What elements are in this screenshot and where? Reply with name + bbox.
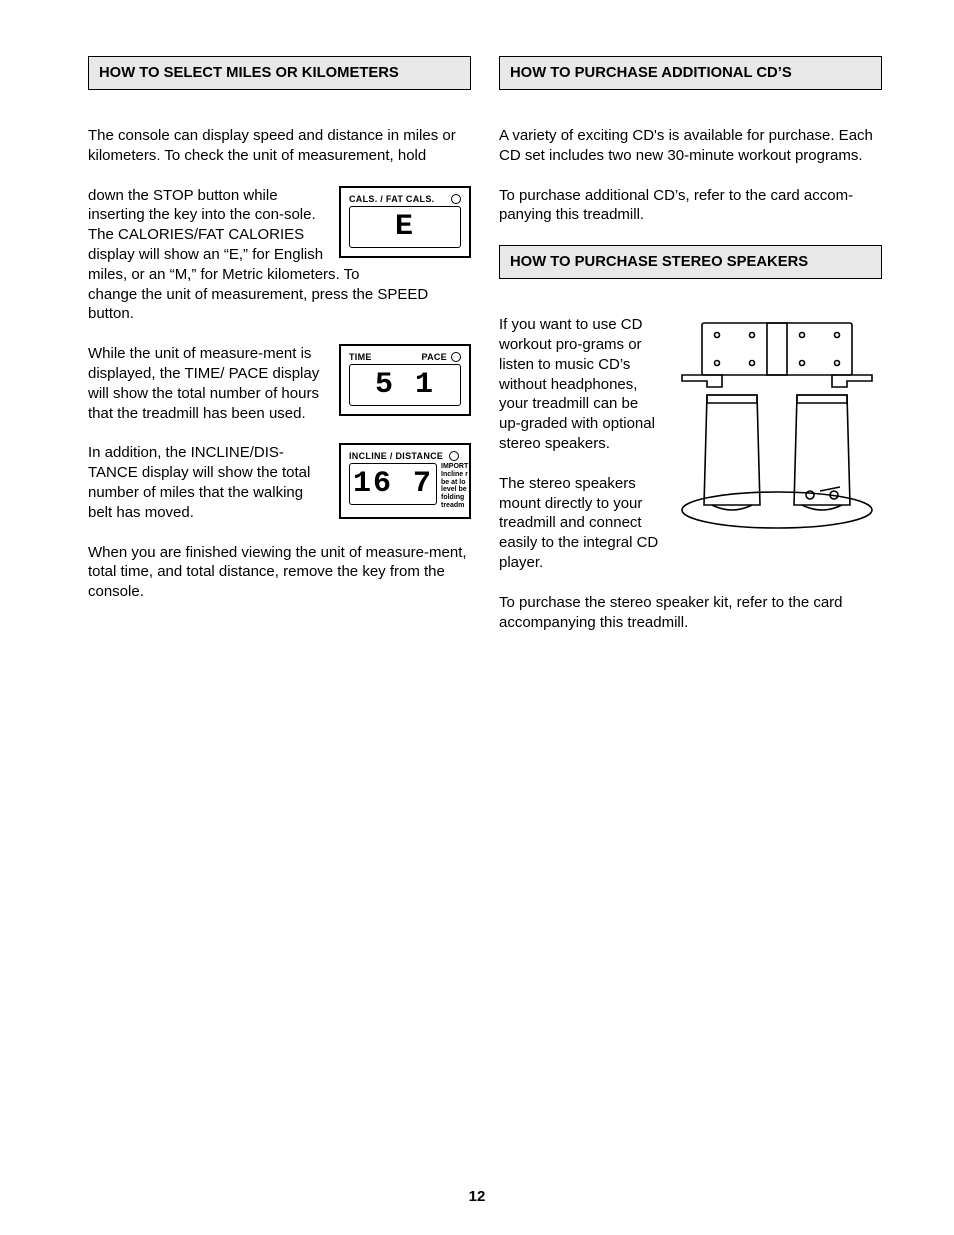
cds-paragraph-2: To purchase additional CD’s, refer to th…	[499, 186, 882, 226]
calories-display-box: CALS. / FAT CALS. E	[339, 186, 471, 258]
speakers-paragraph-3: To purchase the stereo speaker kit, refe…	[499, 593, 882, 633]
page-number: 12	[0, 1188, 954, 1205]
two-column-layout: HOW TO SELECT MILES OR KILOMETERS The co…	[88, 56, 882, 652]
calories-display-inner: E	[349, 206, 461, 248]
incline-warning-note: IMPORT Incline r be at lo level be foldi…	[441, 463, 469, 509]
time-pace-inner: 5 1	[349, 364, 461, 406]
time-pace-display-insert: TIME PACE 5 1	[339, 344, 471, 416]
incline-display-box: INCLINE / DISTANCE 16 7 IMPORT Incline r…	[339, 443, 471, 519]
time-pace-display-box: TIME PACE 5 1	[339, 344, 471, 416]
paragraph-finish: When you are finished viewing the unit o…	[88, 543, 471, 602]
time-label: TIME	[349, 352, 372, 362]
incline-inner: 16 7	[349, 463, 437, 505]
intro-paragraph: The console can display speed and distan…	[88, 126, 471, 166]
indicator-icon	[451, 194, 461, 204]
cds-paragraph-1: A variety of exciting CD's is available …	[499, 126, 882, 166]
calories-label: CALS. / FAT CALS.	[349, 194, 434, 204]
section-header-cds: HOW TO PURCHASE ADDITIONAL CD’S	[499, 56, 882, 90]
incline-value: 16 7	[353, 467, 433, 501]
calories-display-insert: CALS. / FAT CALS. E	[339, 186, 471, 258]
indicator-icon	[451, 352, 461, 362]
pace-label: PACE	[421, 352, 447, 362]
calories-value: E	[395, 210, 415, 244]
incline-display-insert: INCLINE / DISTANCE 16 7 IMPORT Incline r…	[339, 443, 471, 519]
incline-labels: INCLINE / DISTANCE	[349, 451, 469, 461]
section-header-speakers: HOW TO PURCHASE STEREO SPEAKERS	[499, 245, 882, 279]
time-pace-value: 5 1	[375, 368, 435, 402]
calories-display-labels: CALS. / FAT CALS.	[349, 194, 461, 204]
incline-row: 16 7 IMPORT Incline r be at lo level be …	[349, 463, 469, 509]
paragraph-speed-button: change the unit of measurement, press th…	[88, 285, 471, 325]
left-column: HOW TO SELECT MILES OR KILOMETERS The co…	[88, 56, 471, 652]
speaker-illustration	[672, 315, 882, 535]
heading-miles-km: HOW TO SELECT MILES OR KILOMETERS	[99, 65, 399, 81]
heading-speakers: HOW TO PURCHASE STEREO SPEAKERS	[510, 254, 808, 270]
right-column: HOW TO PURCHASE ADDITIONAL CD’S A variet…	[499, 56, 882, 652]
incline-label: INCLINE / DISTANCE	[349, 451, 443, 461]
section-header-miles-km: HOW TO SELECT MILES OR KILOMETERS	[88, 56, 471, 90]
indicator-icon	[449, 451, 459, 461]
heading-cds: HOW TO PURCHASE ADDITIONAL CD’S	[510, 65, 792, 81]
manual-page: HOW TO SELECT MILES OR KILOMETERS The co…	[0, 0, 954, 1235]
time-pace-labels: TIME PACE	[349, 352, 461, 362]
